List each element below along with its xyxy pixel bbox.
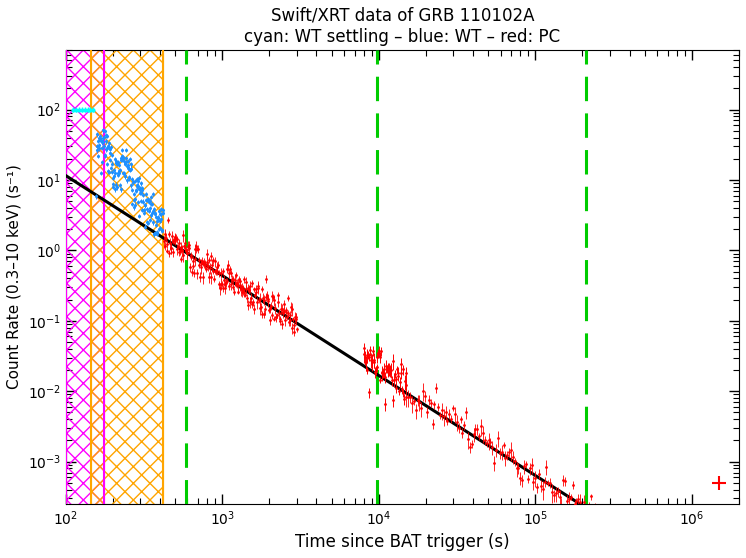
Bar — [91, 50, 163, 504]
Title: Swift/XRT data of GRB 110102A
cyan: WT settling – blue: WT – red: PC: Swift/XRT data of GRB 110102A cyan: WT s… — [244, 7, 560, 46]
Y-axis label: Count Rate (0.3–10 keV) (s⁻¹): Count Rate (0.3–10 keV) (s⁻¹) — [7, 165, 22, 389]
X-axis label: Time since BAT trigger (s): Time since BAT trigger (s) — [295, 533, 510, 551]
Bar — [66, 50, 104, 504]
